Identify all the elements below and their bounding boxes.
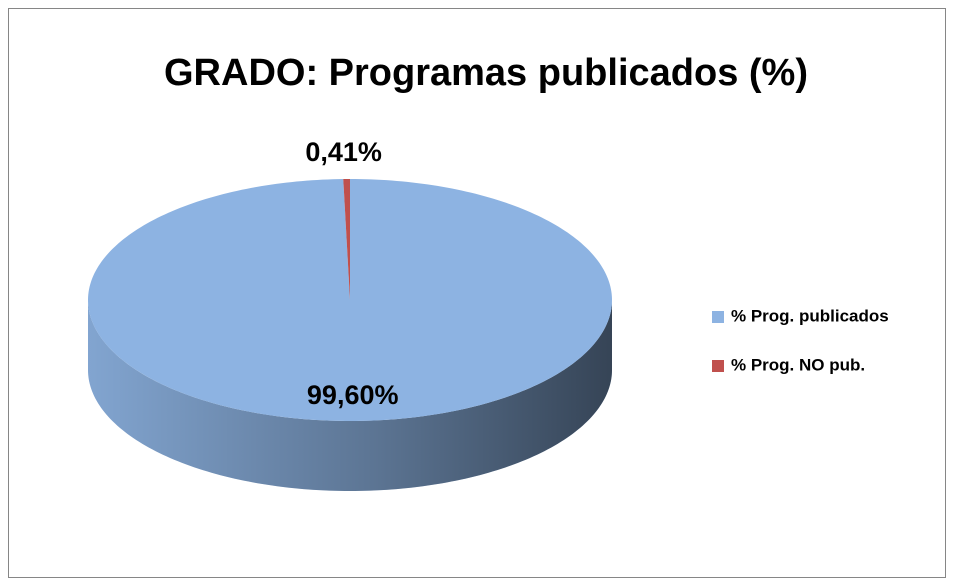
data-label: 99,60%	[307, 380, 399, 410]
legend-swatch	[712, 360, 724, 372]
pie-side-shade	[88, 300, 612, 491]
data-label: 0,41%	[305, 137, 382, 167]
legend-label: % Prog. publicados	[731, 306, 889, 325]
legend-swatch	[712, 311, 724, 323]
chart-title: GRADO: Programas publicados (%)	[164, 52, 808, 94]
pie-slice	[88, 179, 612, 421]
pie	[88, 179, 612, 491]
pie-slice	[343, 179, 350, 300]
legend-label: % Prog. NO pub.	[731, 355, 865, 374]
legend: % Prog. publicados % Prog. NO pub.	[712, 306, 889, 374]
